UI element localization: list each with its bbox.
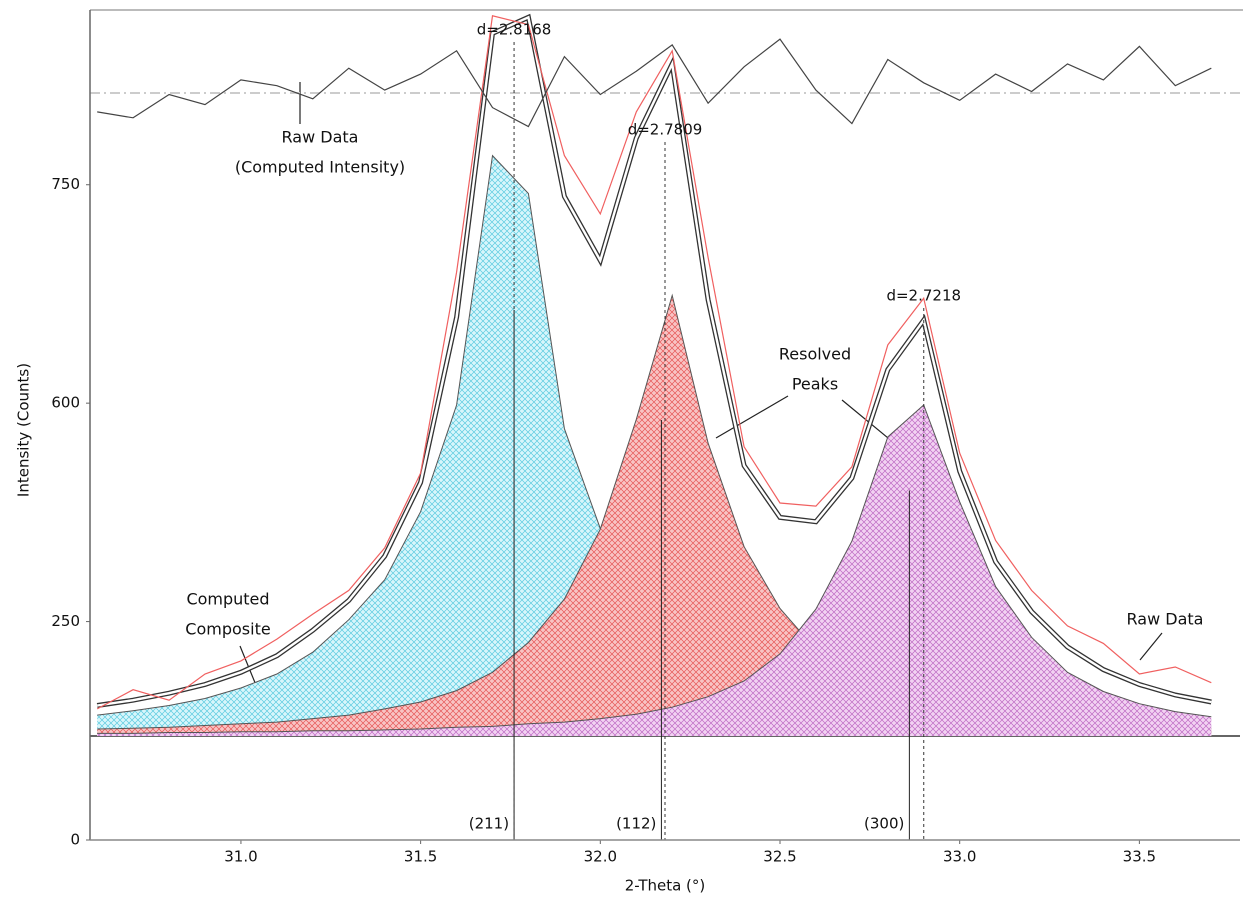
y-tick-label: 750 bbox=[51, 175, 80, 193]
peak-area bbox=[97, 295, 1212, 737]
d-spacing-label: d=2.8168 bbox=[477, 21, 552, 39]
x-tick-label: 31.5 bbox=[404, 848, 437, 866]
leader bbox=[715, 395, 789, 439]
x-tick-label: 32.5 bbox=[763, 848, 796, 866]
y-tick-label: 0 bbox=[70, 831, 80, 849]
x-tick-label: 33.0 bbox=[943, 848, 976, 866]
y-axis-title: Intensity (Counts) bbox=[15, 363, 33, 497]
reflection-label: (300) bbox=[864, 815, 904, 833]
peak-outline bbox=[97, 404, 1212, 734]
callout-text: Raw Data bbox=[1127, 610, 1204, 629]
y-tick-label: 250 bbox=[51, 612, 80, 630]
reflection-label: (211) bbox=[469, 815, 509, 833]
data-line bbox=[96, 15, 1212, 710]
callout-text: Resolved bbox=[779, 345, 851, 364]
x-tick-label: 33.5 bbox=[1123, 848, 1156, 866]
y-tick-label: 600 bbox=[51, 394, 80, 412]
callout-text: (Computed Intensity) bbox=[235, 158, 405, 177]
x-axis-title: 2-Theta (°) bbox=[625, 877, 706, 895]
composite-line bbox=[97, 15, 1212, 707]
callout-text: Raw Data bbox=[282, 128, 359, 147]
reflection-label: (112) bbox=[616, 815, 656, 833]
peak-area bbox=[97, 155, 1212, 737]
peak-area bbox=[97, 405, 1212, 737]
x-tick-label: 31.0 bbox=[224, 848, 257, 866]
data-line bbox=[97, 38, 1212, 128]
x-tick-label: 32.0 bbox=[584, 848, 617, 866]
callout-text: Peaks bbox=[792, 375, 838, 394]
d-spacing-label: d=2.7809 bbox=[628, 121, 703, 139]
leader bbox=[1139, 632, 1163, 661]
d-spacing-label: d=2.7218 bbox=[886, 287, 961, 305]
callout-text: Composite bbox=[185, 620, 270, 639]
callout-text: Computed bbox=[186, 590, 269, 609]
